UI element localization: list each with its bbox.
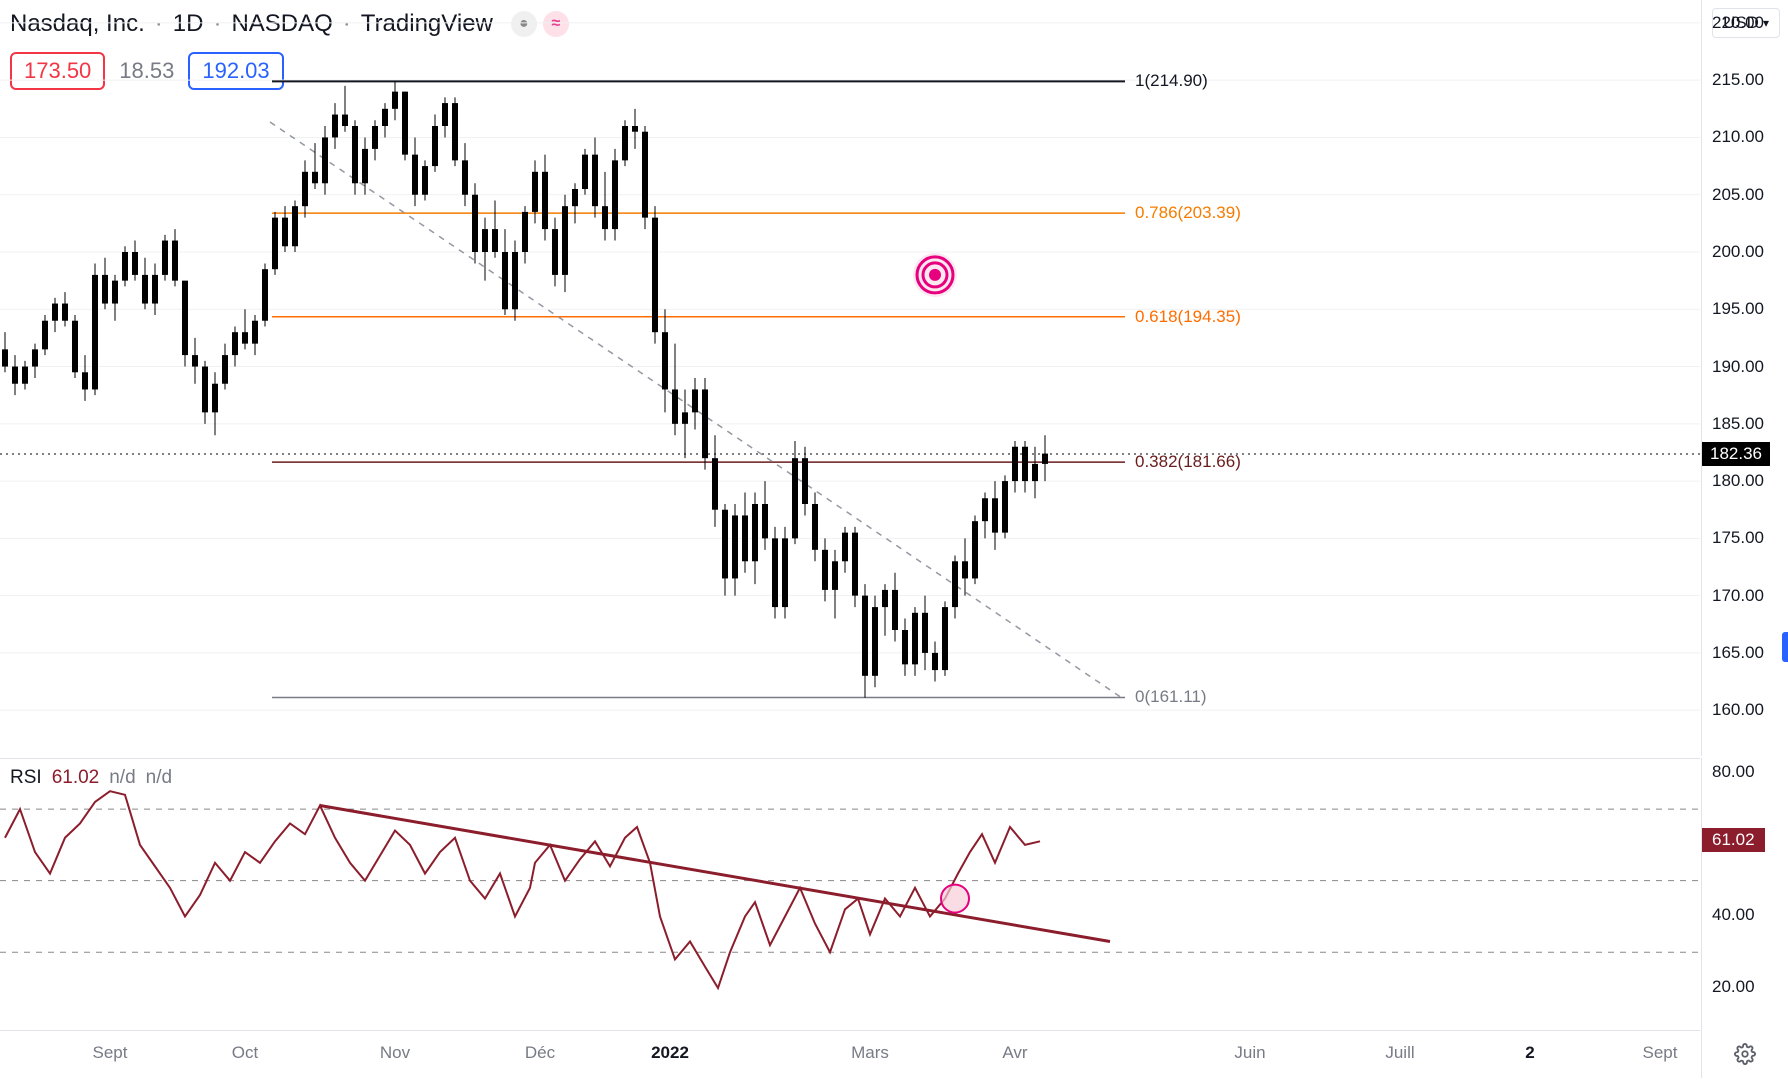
rsi-tick: 20.00 (1712, 977, 1755, 997)
time-tick: Juin (1234, 1043, 1265, 1063)
time-tick: Juill (1385, 1043, 1414, 1063)
time-tick: Sept (93, 1043, 128, 1063)
time-tick: Mars (851, 1043, 889, 1063)
price-chart-svg (0, 0, 1700, 756)
time-tick: Avr (1002, 1043, 1027, 1063)
rsi-title: RSI (10, 767, 42, 789)
rsi-tick: 80.00 (1712, 762, 1755, 782)
price-tick: 210.00 (1712, 127, 1764, 147)
fib-label: 1(214.90) (1135, 71, 1208, 91)
price-tick: 180.00 (1712, 471, 1764, 491)
rsi-current-tag: 61.02 (1702, 828, 1765, 852)
price-tick: 165.00 (1712, 643, 1764, 663)
rsi-tick: 40.00 (1712, 905, 1755, 925)
time-tick: 2022 (651, 1043, 689, 1063)
fib-label: 0.618(194.35) (1135, 307, 1241, 327)
price-tick: 200.00 (1712, 242, 1764, 262)
rsi-value: 61.02 (52, 767, 100, 789)
scroll-handle[interactable] (1782, 632, 1788, 662)
time-tick: Nov (380, 1043, 410, 1063)
rsi-header: RSI 61.02 n/d n/d (10, 767, 172, 789)
fib-label: 0.382(181.66) (1135, 452, 1241, 472)
price-tick: 205.00 (1712, 185, 1764, 205)
rsi-y-axis[interactable]: 20.00 40.00 80.00 61.02 (1701, 758, 1788, 1030)
price-tick: 170.00 (1712, 586, 1764, 606)
price-current-tag: 182.36 (1702, 442, 1770, 466)
time-tick: Oct (232, 1043, 258, 1063)
price-tick: 175.00 (1712, 528, 1764, 548)
price-tick: 190.00 (1712, 357, 1764, 377)
price-tick: 220.00 (1712, 13, 1764, 33)
rsi-chart-svg (0, 759, 1700, 1031)
price-y-axis[interactable]: 160.00 165.00 170.00 175.00 180.00 185.00 190.… (1701, 0, 1788, 756)
price-chart-pane[interactable]: 1(214.90) 0.786(203.39) 0.618(194.35) 0.382… (0, 0, 1700, 756)
time-tick: Déc (525, 1043, 555, 1063)
price-tick: 160.00 (1712, 700, 1764, 720)
time-tick: 2 (1525, 1043, 1534, 1063)
gear-icon[interactable] (1734, 1043, 1756, 1065)
rsi-nd-2: n/d (146, 767, 172, 789)
time-tick: Sept (1643, 1043, 1678, 1063)
price-tick: 195.00 (1712, 299, 1764, 319)
fib-label: 0.786(203.39) (1135, 203, 1241, 223)
fib-label: 0(161.11) (1135, 687, 1207, 707)
time-axis[interactable]: Sept Oct Nov Déc 2022 Mars Avr Juin Juill 2 Sept (0, 1030, 1700, 1078)
rsi-nd-1: n/d (109, 767, 135, 789)
rsi-pane[interactable]: RSI 61.02 n/d n/d (0, 758, 1700, 1030)
settings-cell (1701, 1030, 1788, 1078)
price-tick: 215.00 (1712, 70, 1764, 90)
price-tick: 185.00 (1712, 414, 1764, 434)
